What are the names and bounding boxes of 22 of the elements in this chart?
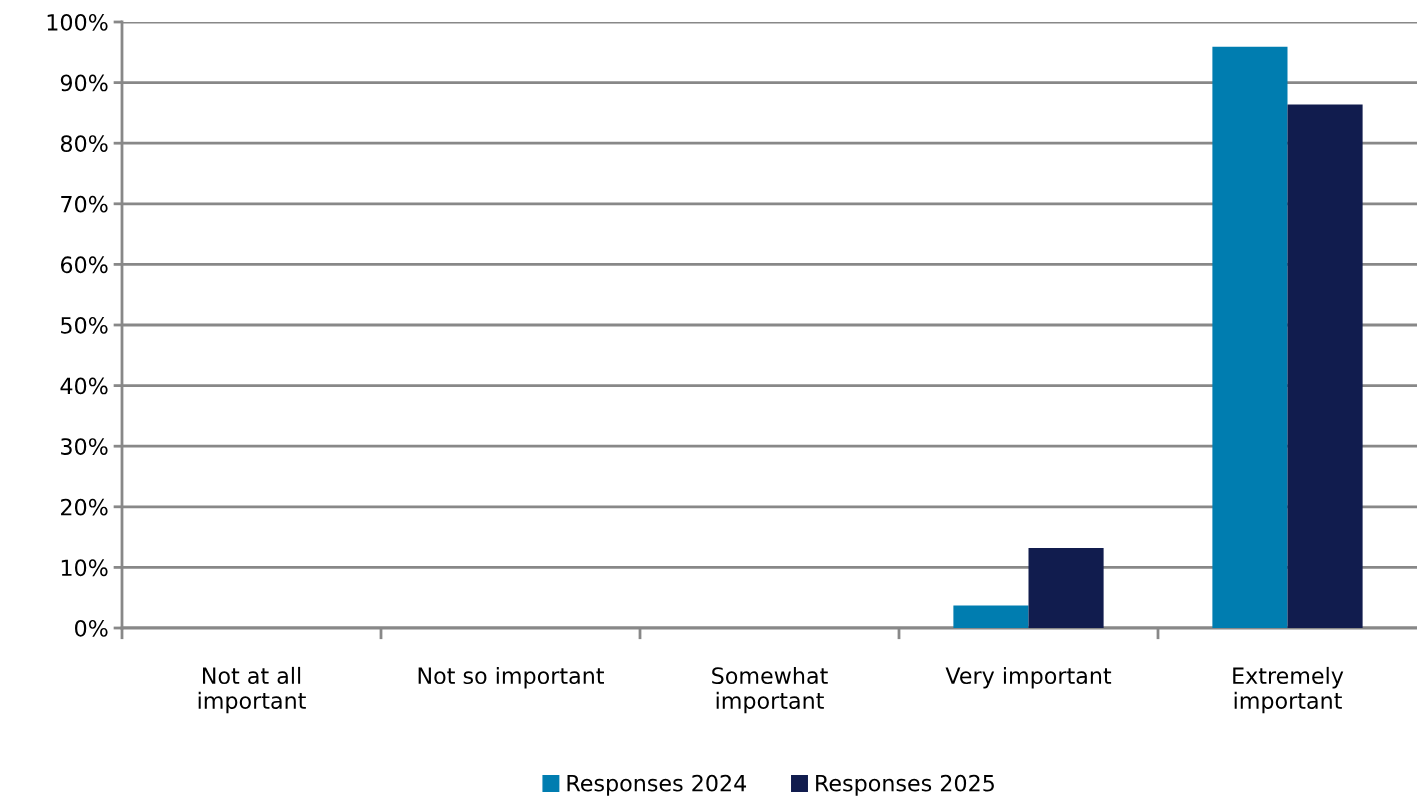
y-tick-label: 80% xyxy=(60,135,108,152)
x-tick-label: Extremely important xyxy=(1233,666,1344,714)
y-tick-label: 30% xyxy=(61,438,108,455)
bar xyxy=(1212,46,1288,628)
bar xyxy=(953,605,1029,628)
y-tick-label: 70% xyxy=(61,195,108,213)
bar xyxy=(1287,104,1363,628)
y-tick-label: 40% xyxy=(60,377,108,395)
y-tick-label: 20% xyxy=(61,498,108,516)
y-tick-label: 50% xyxy=(61,316,108,334)
x-tick-label: Not so important xyxy=(418,666,604,689)
x-tick-label: Very important xyxy=(945,666,1112,689)
x-tick-label: Not at all important xyxy=(198,666,306,714)
x-tick-label: Somewhat important xyxy=(712,666,828,714)
y-tick-label: 0% xyxy=(75,619,108,637)
y-tick-label: 90% xyxy=(60,74,108,92)
y-tick-label: 100% xyxy=(47,13,108,31)
legend-label: Responses 2025 xyxy=(816,774,994,796)
bar xyxy=(1028,548,1104,628)
y-tick-label: 60% xyxy=(60,256,108,274)
y-tick-label: 10% xyxy=(61,559,108,577)
legend-label: Responses 2024 xyxy=(567,774,747,796)
